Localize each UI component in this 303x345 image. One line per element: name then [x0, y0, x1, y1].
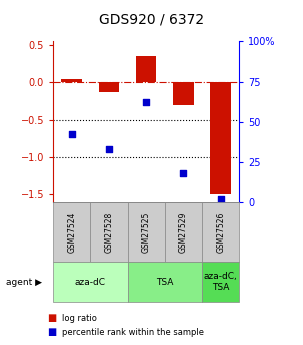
Bar — [62, 79, 82, 82]
Bar — [211, 82, 231, 194]
Bar — [173, 82, 194, 105]
Text: GSM27528: GSM27528 — [105, 211, 113, 253]
Point — [106, 146, 111, 152]
Text: GSM27526: GSM27526 — [216, 211, 225, 253]
Text: GSM27525: GSM27525 — [142, 211, 151, 253]
Text: ■: ■ — [47, 327, 56, 337]
Text: agent ▶: agent ▶ — [6, 277, 42, 287]
Text: GSM27524: GSM27524 — [67, 211, 76, 253]
Text: GSM27529: GSM27529 — [179, 211, 188, 253]
Text: TSA: TSA — [156, 277, 174, 287]
Text: percentile rank within the sample: percentile rank within the sample — [62, 328, 204, 337]
Text: aza-dC,
TSA: aza-dC, TSA — [204, 272, 238, 292]
Point — [69, 132, 74, 137]
Bar — [99, 82, 119, 92]
Point — [144, 100, 148, 105]
Text: GDS920 / 6372: GDS920 / 6372 — [99, 12, 204, 26]
Text: log ratio: log ratio — [62, 314, 97, 323]
Text: aza-dC: aza-dC — [75, 277, 106, 287]
Text: ■: ■ — [47, 314, 56, 323]
Point — [218, 196, 223, 201]
Bar — [136, 56, 156, 82]
Point — [181, 170, 186, 176]
